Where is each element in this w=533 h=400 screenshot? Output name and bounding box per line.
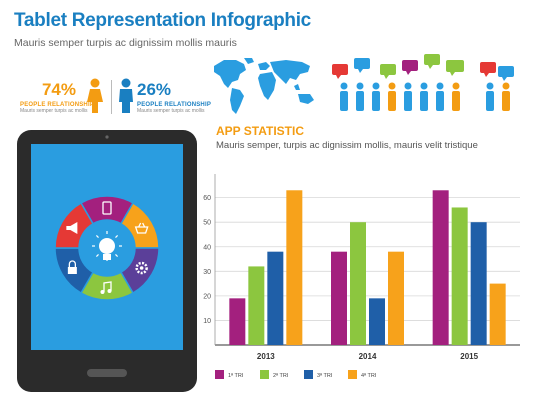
stat-label-right: PEOPLE RELATIONSHIP xyxy=(137,102,212,108)
legend-swatch xyxy=(304,370,313,379)
basket-icon xyxy=(134,222,149,234)
social-network-icon xyxy=(332,54,514,111)
world-map-icon xyxy=(214,58,314,114)
bar xyxy=(286,190,303,345)
legend-label: 3ª TRI xyxy=(317,372,333,379)
bar xyxy=(369,298,385,345)
x-tick-label: 2015 xyxy=(460,352,478,361)
lock-icon xyxy=(67,260,77,274)
bar xyxy=(267,251,284,345)
app-statistic-title: APP STATISTIC xyxy=(216,124,305,138)
bar-chart: 10 20 30 40 50 60 2013 2014 2015 1ª TRI 2ª TRI 3ª T… xyxy=(203,174,520,379)
speech-bubbles xyxy=(332,54,514,81)
legend-label: 1ª TRI xyxy=(228,372,244,379)
page-subtitle: Mauris semper turpis ac dignissim mollis… xyxy=(14,37,237,49)
stat-percent-left: 74% xyxy=(41,80,76,99)
x-tick-label: 2014 xyxy=(359,352,377,361)
bar xyxy=(470,222,487,345)
y-tick-label: 10 xyxy=(203,318,211,325)
y-tick-label: 30 xyxy=(203,269,211,276)
page-title: Tablet Representation Infographic xyxy=(14,10,311,31)
y-tick-label: 60 xyxy=(203,195,211,202)
stat-block-left: 74% PEOPLE RELATIONSHIP Mauris semper tu… xyxy=(20,80,95,114)
people-row xyxy=(340,82,510,111)
stat-sub-left: Mauris semper turpis ac mollis xyxy=(20,108,88,114)
megaphone-icon xyxy=(66,222,78,234)
y-tick-label: 50 xyxy=(203,220,211,227)
tablet-home-button xyxy=(87,369,127,377)
legend-swatch xyxy=(260,370,269,379)
y-tick-label: 40 xyxy=(203,244,211,251)
legend-label: 4ª TRI xyxy=(361,372,377,379)
legend-swatch xyxy=(215,370,224,379)
stat-percent-right: 26% xyxy=(137,80,172,99)
stat-label-left: PEOPLE RELATIONSHIP xyxy=(20,102,95,108)
app-wheel xyxy=(54,195,160,301)
stat-block-right: 26% PEOPLE RELATIONSHIP Mauris semper tu… xyxy=(137,80,212,114)
bar xyxy=(331,251,347,345)
tablet-icon xyxy=(102,201,112,215)
music-icon xyxy=(100,281,112,294)
bar xyxy=(248,266,265,345)
legend-label: 2ª TRI xyxy=(273,372,289,379)
bar xyxy=(489,283,506,345)
bar xyxy=(388,251,404,345)
bar xyxy=(432,190,449,345)
stat-sub-right: Mauris semper turpis ac mollis xyxy=(137,108,205,114)
bar xyxy=(229,298,246,345)
stat-divider xyxy=(111,80,112,114)
female-person-icon xyxy=(87,78,103,113)
lightbulb-icon xyxy=(92,231,122,261)
bar xyxy=(451,207,468,345)
bar xyxy=(350,222,366,345)
y-tick-label: 20 xyxy=(203,293,211,300)
gear-icon xyxy=(135,261,148,275)
legend-swatch xyxy=(348,370,357,379)
male-person-icon xyxy=(119,78,133,113)
app-statistic-subtitle: Mauris semper, turpis ac dignissim molli… xyxy=(216,140,478,151)
x-tick-label: 2013 xyxy=(257,352,275,361)
tablet-device xyxy=(17,130,197,392)
